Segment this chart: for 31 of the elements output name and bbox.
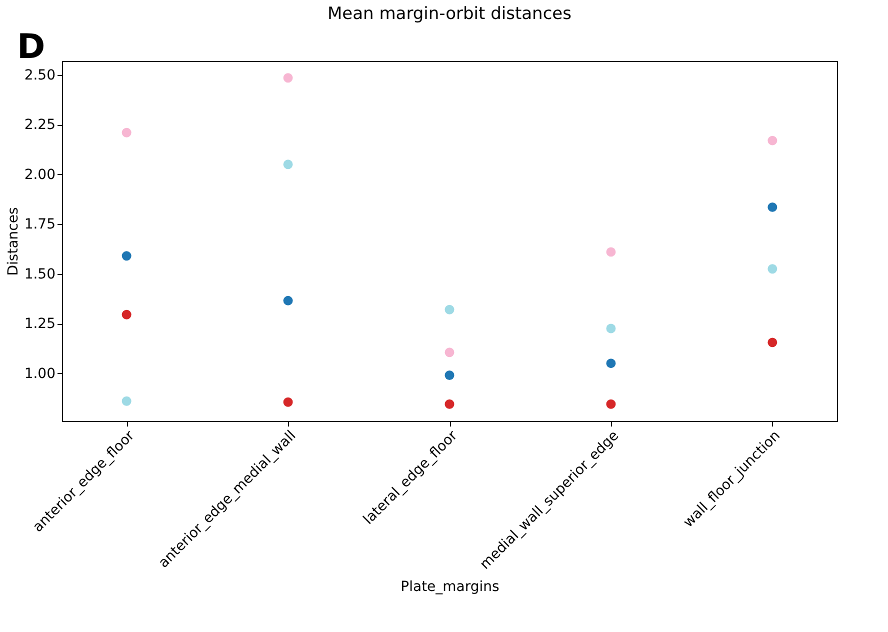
point	[122, 310, 132, 320]
point	[283, 160, 293, 170]
y-tick-label: 2.25	[24, 117, 56, 134]
y-tick-label: 2.50	[24, 67, 56, 84]
text: D	[17, 27, 46, 67]
x-axis-title: Plate_margins	[400, 579, 500, 595]
point	[444, 348, 454, 358]
point	[606, 399, 616, 409]
y-tick-label: 1.75	[24, 216, 56, 233]
point	[606, 324, 616, 334]
point	[444, 370, 454, 380]
point	[283, 73, 293, 83]
point	[122, 251, 132, 261]
point	[444, 399, 454, 409]
point	[122, 128, 132, 138]
point	[606, 247, 616, 257]
y-tick-label: 1.50	[24, 266, 56, 282]
chart-title: Mean margin-orbit distances	[328, 4, 572, 24]
point	[768, 338, 778, 348]
y-axis-title: Distances	[5, 207, 22, 276]
y-tick-label: 2.00	[24, 166, 56, 183]
point	[606, 358, 616, 368]
point	[768, 202, 778, 212]
point	[768, 264, 778, 274]
point	[768, 136, 778, 146]
y-tick-label: 1.25	[24, 316, 56, 332]
point	[444, 304, 454, 314]
y-tick-label: 1.00	[24, 366, 56, 382]
point	[283, 296, 293, 306]
point	[283, 397, 293, 407]
point	[122, 396, 132, 406]
